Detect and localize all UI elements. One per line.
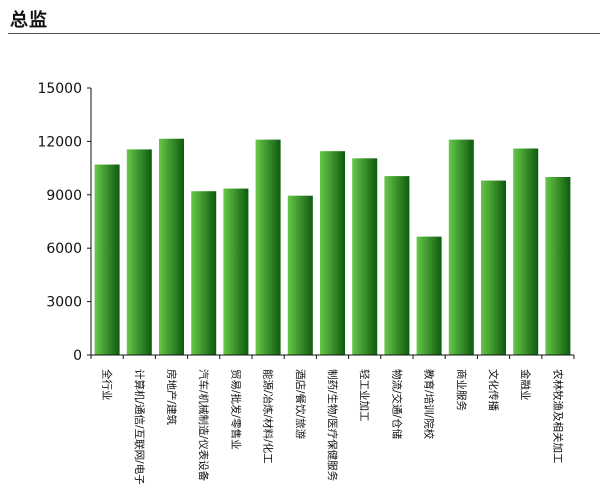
bar-5 xyxy=(255,139,281,355)
x-category-label-6: 酒店/餐饮/旅游 xyxy=(294,369,307,440)
bar-6 xyxy=(287,195,313,355)
y-tick-label-3: 9000 xyxy=(46,188,82,204)
x-category-label-1: 计算机/通信/互联网/电子 xyxy=(133,369,146,485)
y-tick-label-2: 6000 xyxy=(46,241,82,257)
bar-8 xyxy=(352,158,378,355)
bar-3 xyxy=(191,191,217,355)
bar-10 xyxy=(416,236,442,355)
header-divider xyxy=(8,33,600,34)
axes: 0 3000 6000 9000 12000 15000 xyxy=(37,81,575,364)
bar-1 xyxy=(126,149,152,355)
bar-12 xyxy=(481,180,506,355)
x-category-label-11: 商业服务 xyxy=(455,369,468,411)
x-category-label-7: 制药/生物/医疗保健服务 xyxy=(326,369,339,482)
x-category-label-8: 轻工业加工 xyxy=(358,369,371,422)
x-category-label-10: 教育/培训/院校 xyxy=(423,369,436,440)
bars xyxy=(94,138,571,355)
x-category-label-13: 金融业 xyxy=(519,369,532,401)
page-title: 总监 xyxy=(10,10,48,31)
bar-9 xyxy=(384,176,410,355)
x-category-label-2: 房地产/建筑 xyxy=(165,369,178,426)
bar-7 xyxy=(320,151,345,355)
x-category-label-5: 能源/冶炼/材料/化工 xyxy=(262,369,275,464)
x-category-label-4: 贸易/批发/零售业 xyxy=(229,369,242,450)
x-category-label-3: 汽车/机械制造/仪表设备 xyxy=(197,369,210,482)
bar-0 xyxy=(94,164,120,355)
x-category-label-12: 文化传播 xyxy=(487,369,500,411)
category-labels: 全行业 计算机/通信/互联网/电子 房地产/建筑 汽车/机械制造/仪表设备 贸易/批发/… xyxy=(101,369,565,485)
y-tick-label-5: 15000 xyxy=(37,81,82,97)
x-category-label-14: 农林牧渔及相关加工 xyxy=(551,369,564,464)
bar-11 xyxy=(448,139,474,355)
bar-4 xyxy=(223,188,249,355)
page-header: 总监 xyxy=(0,0,600,36)
x-category-label-0: 全行业 xyxy=(101,369,114,401)
bar-14 xyxy=(545,177,571,355)
bar-2 xyxy=(159,138,184,355)
y-tick-label-0: 0 xyxy=(73,348,82,364)
x-category-label-9: 物流/交通/仓储 xyxy=(390,369,403,440)
bar-13 xyxy=(513,148,539,355)
y-tick-label-1: 3000 xyxy=(46,295,82,311)
y-tick-label-4: 12000 xyxy=(37,134,82,150)
